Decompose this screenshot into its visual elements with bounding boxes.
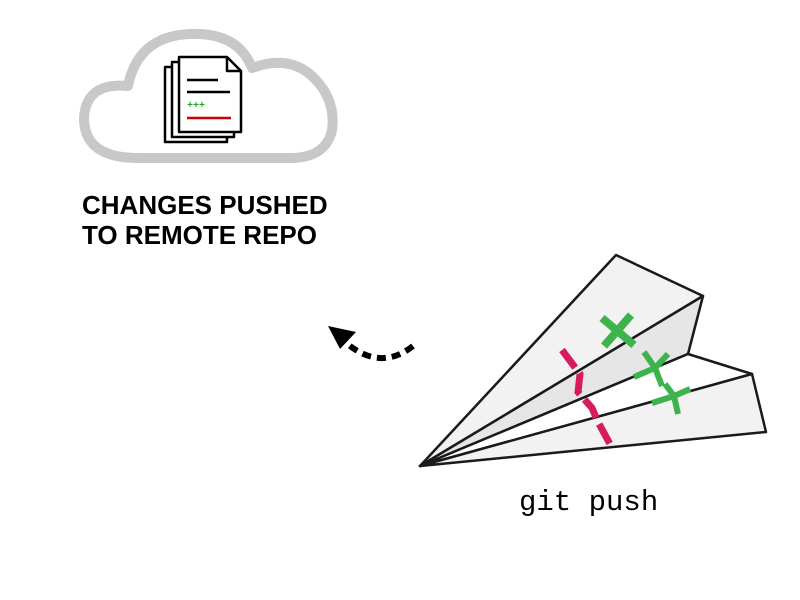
git-push-command-label: git push xyxy=(519,486,659,519)
heading-line-2: TO REMOTE REPO xyxy=(82,220,317,250)
added-plus-mark xyxy=(599,312,637,349)
document-stack-icon: +++ xyxy=(163,55,243,144)
airplane-lower-wing xyxy=(418,372,768,468)
paper-airplane-icon xyxy=(418,253,768,468)
dashed-curved-arrow-icon xyxy=(328,326,415,361)
changes-pushed-heading: CHANGES PUSHED TO REMOTE REPO xyxy=(82,190,328,250)
removed-stitch-mark xyxy=(559,347,614,446)
added-fork-mark xyxy=(632,350,671,388)
diff-added-marker: +++ xyxy=(187,101,205,112)
document-corner-fold xyxy=(225,57,241,73)
arrow-head xyxy=(328,326,356,349)
document-front xyxy=(177,55,243,134)
added-fork-mark xyxy=(651,382,692,415)
heading-line-1: CHANGES PUSHED xyxy=(82,190,328,220)
